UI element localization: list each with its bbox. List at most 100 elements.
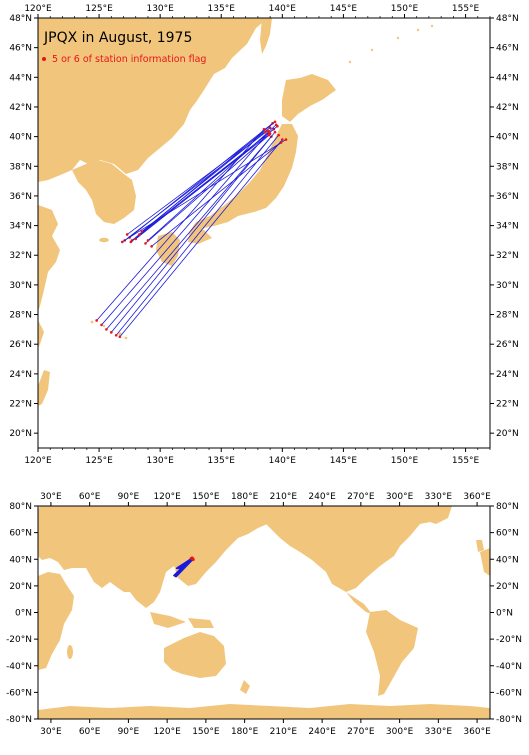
lat-tick-label: -80°N (6, 715, 32, 725)
lat-tick-label: 24°N (496, 370, 519, 380)
flag-point (263, 130, 267, 134)
track-line (151, 142, 282, 247)
lat-tick-label: 32°N (496, 251, 519, 261)
flag-point (262, 127, 266, 131)
lon-tick-label: 330°E (425, 727, 453, 737)
flag-point (146, 239, 150, 242)
lon-tick-label: 150°E (192, 492, 220, 502)
lon-tick-label: 270°E (347, 492, 375, 502)
lon-tick-label: 90°E (118, 727, 140, 737)
lon-tick-label: 30°E (40, 727, 62, 737)
lon-tick-label: 150°E (192, 727, 220, 737)
lat-tick-label: 36°N (496, 192, 519, 202)
lon-tick-label: 60°E (79, 727, 101, 737)
lat-tick-label: -60°N (6, 688, 32, 698)
lat-tick-label: 48°N (496, 14, 519, 24)
lon-tick-label: 180°E (231, 727, 259, 737)
lat-tick-label: 80°N (496, 502, 519, 512)
flag-point (100, 323, 103, 327)
lon-tick-label: 130°E (146, 4, 174, 14)
flag-point (95, 319, 98, 322)
lon-tick-label: 60°E (79, 492, 101, 502)
flag-point (109, 331, 113, 334)
track-line (122, 139, 287, 243)
lon-tick-label: 125°E (85, 456, 113, 466)
lon-tick-label: 140°E (269, 4, 297, 14)
lon-tick-label: 155°E (452, 456, 480, 466)
observation-tracks-global (172, 556, 195, 578)
lat-tick-label: -20°N (496, 635, 522, 645)
lon-tick-label: 155°E (452, 4, 480, 14)
flag-point (105, 328, 108, 331)
lon-tick-label: 240°E (308, 727, 336, 737)
track-line (96, 128, 265, 321)
track-line (115, 134, 279, 336)
regional-map-frame (37, 17, 491, 449)
global-map-frame (37, 505, 491, 720)
regional-landmass (38, 18, 434, 406)
lat-tick-label: 42°N (9, 103, 32, 113)
flag-point (273, 130, 277, 134)
track-line (147, 124, 277, 241)
track-line (101, 131, 270, 326)
lat-tick-label: 40°N (496, 555, 519, 565)
lon-tick-label: 360°E (463, 492, 491, 502)
track-line (119, 139, 283, 338)
flag-point (114, 334, 118, 337)
lat-tick-label: 20°N (9, 429, 32, 439)
lat-tick-label: 24°N (9, 370, 32, 380)
track-line (110, 131, 276, 333)
lat-tick-label: 46°N (496, 44, 519, 54)
lat-tick-label: 44°N (9, 73, 32, 83)
lat-tick-label: 40°N (9, 133, 32, 143)
flag-point (118, 335, 122, 339)
lat-tick-label: 20°N (496, 582, 519, 592)
flag-point (150, 245, 153, 248)
lon-tick-label: 210°E (270, 492, 298, 502)
lat-tick-label: 20°N (9, 582, 32, 592)
global-map-graticule: 30°E 30°E 60°E 60°E 90°E 90°E 120°E 120°E 150°E 1… (6, 492, 522, 737)
flag-point (268, 126, 272, 130)
lon-tick-label: 150°E (391, 456, 419, 466)
lat-tick-label: 22°N (496, 400, 519, 410)
lon-tick-label: 360°E (463, 727, 491, 737)
lon-tick-label: 125°E (85, 4, 113, 14)
observation-tracks (95, 120, 288, 339)
lon-tick-label: 210°E (270, 727, 298, 737)
lat-tick-label: 26°N (9, 340, 32, 350)
lat-tick-label: 0°N (496, 609, 513, 619)
flag-point (129, 240, 133, 244)
lat-tick-label: 48°N (9, 14, 32, 24)
lon-tick-label: 30°E (40, 492, 62, 502)
lon-tick-label: 150°E (391, 4, 419, 14)
lat-tick-label: 34°N (9, 222, 32, 232)
lat-tick-label: 60°N (496, 529, 519, 539)
legend-marker (42, 57, 46, 61)
flag-point (140, 230, 144, 233)
lat-tick-label: 22°N (9, 400, 32, 410)
lon-tick-label: 120°E (153, 727, 181, 737)
flag-point (120, 240, 124, 244)
lat-tick-label: 42°N (496, 103, 519, 113)
flag-point (134, 237, 138, 241)
lon-tick-label: 240°E (308, 492, 336, 502)
lon-tick-label: 120°E (24, 456, 52, 466)
lat-tick-label: -80°N (496, 715, 522, 725)
lon-tick-label: 135°E (208, 4, 236, 14)
track-line (106, 136, 272, 330)
lon-tick-label: 180°E (231, 492, 259, 502)
flag-point (191, 558, 195, 561)
lon-tick-label: 145°E (330, 4, 358, 14)
lon-tick-label: 140°E (269, 456, 297, 466)
lon-tick-label: 90°E (118, 492, 140, 502)
flag-point (138, 233, 141, 236)
lat-tick-label: 40°N (496, 133, 519, 143)
lon-tick-label: 135°E (208, 456, 236, 466)
lat-tick-label: 38°N (9, 162, 32, 172)
flag-point (284, 138, 288, 141)
lat-tick-label: 36°N (9, 192, 32, 202)
map-title: JPQX in August, 1975 (43, 30, 192, 46)
track-line (141, 131, 266, 232)
regional-map-graticule: 120°E 120°E 125°E 125°E 130°E 130°E 135°E 135°E… (9, 4, 518, 466)
